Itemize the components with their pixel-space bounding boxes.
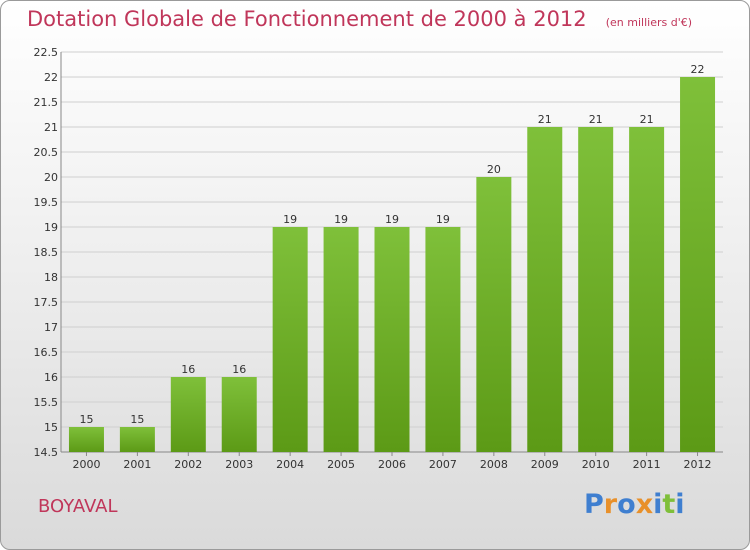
x-tick-label: 2011 <box>633 458 661 471</box>
data-label: 20 <box>487 163 501 176</box>
x-tick-label: 2012 <box>684 458 712 471</box>
bar-2011 <box>629 127 665 452</box>
data-label: 16 <box>232 363 246 376</box>
y-tick-label: 22 <box>44 71 58 84</box>
logo-letter: i <box>675 489 685 520</box>
y-tick-label: 22.5 <box>34 46 59 59</box>
y-tick-label: 18.5 <box>34 246 59 259</box>
bar-2004 <box>272 227 308 452</box>
data-label: 19 <box>334 213 348 226</box>
data-label: 22 <box>691 63 705 76</box>
y-tick-label: 15.5 <box>34 396 59 409</box>
bar-2001 <box>119 427 155 452</box>
data-label: 21 <box>538 113 552 126</box>
bar-2007 <box>425 227 461 452</box>
data-label: 19 <box>436 213 450 226</box>
data-label: 19 <box>283 213 297 226</box>
proxiti-logo[interactable]: Proxiti <box>584 489 685 520</box>
y-tick-label: 19.5 <box>34 196 59 209</box>
logo-letter: t <box>662 489 676 520</box>
x-tick-label: 2000 <box>72 458 100 471</box>
x-tick-label: 2002 <box>174 458 202 471</box>
x-tick-label: 2003 <box>225 458 253 471</box>
y-tick-label: 20 <box>44 171 58 184</box>
bar-2000 <box>68 427 104 452</box>
x-tick-label: 2006 <box>378 458 406 471</box>
data-label: 15 <box>130 413 144 426</box>
x-tick-label: 2001 <box>123 458 151 471</box>
y-tick-label: 16.5 <box>34 346 59 359</box>
logo-letter: o <box>617 489 636 520</box>
y-tick-label: 21.5 <box>34 96 59 109</box>
bar-2005 <box>323 227 359 452</box>
x-tick-label: 2008 <box>480 458 508 471</box>
data-label: 15 <box>79 413 93 426</box>
chart-subtitle: (en milliers d'€) <box>605 16 693 29</box>
bar-2002 <box>170 377 206 452</box>
x-tick-label: 2009 <box>531 458 559 471</box>
bar-2012 <box>680 77 716 452</box>
y-tick-label: 14.5 <box>34 446 59 459</box>
data-label: 19 <box>385 213 399 226</box>
bar-2003 <box>221 377 257 452</box>
x-tick-label: 2007 <box>429 458 457 471</box>
y-tick-label: 16 <box>44 371 58 384</box>
y-tick-label: 21 <box>44 121 58 134</box>
y-tick-label: 20.5 <box>34 146 59 159</box>
logo-letter: P <box>584 489 604 520</box>
bar-2009 <box>527 127 563 452</box>
commune-name: BOYAVAL <box>38 496 118 517</box>
data-label: 16 <box>181 363 195 376</box>
x-tick-label: 2005 <box>327 458 355 471</box>
bar-2006 <box>374 227 410 452</box>
chart-title: Dotation Globale de Fonctionnement de 20… <box>27 7 587 31</box>
bar-2010 <box>578 127 614 452</box>
logo-letter: x <box>635 489 654 520</box>
bar-2008 <box>476 177 512 452</box>
logo-letter: i <box>653 489 663 520</box>
y-tick-label: 15 <box>44 421 58 434</box>
data-label: 21 <box>589 113 603 126</box>
y-tick-label: 19 <box>44 221 58 234</box>
logo-letter: r <box>603 489 618 520</box>
data-label: 21 <box>640 113 654 126</box>
title-row: Dotation Globale de Fonctionnement de 20… <box>27 7 692 31</box>
y-tick-label: 18 <box>44 271 58 284</box>
x-tick-label: 2004 <box>276 458 304 471</box>
y-tick-label: 17 <box>44 321 58 334</box>
x-tick-label: 2010 <box>582 458 610 471</box>
y-tick-label: 17.5 <box>34 296 59 309</box>
